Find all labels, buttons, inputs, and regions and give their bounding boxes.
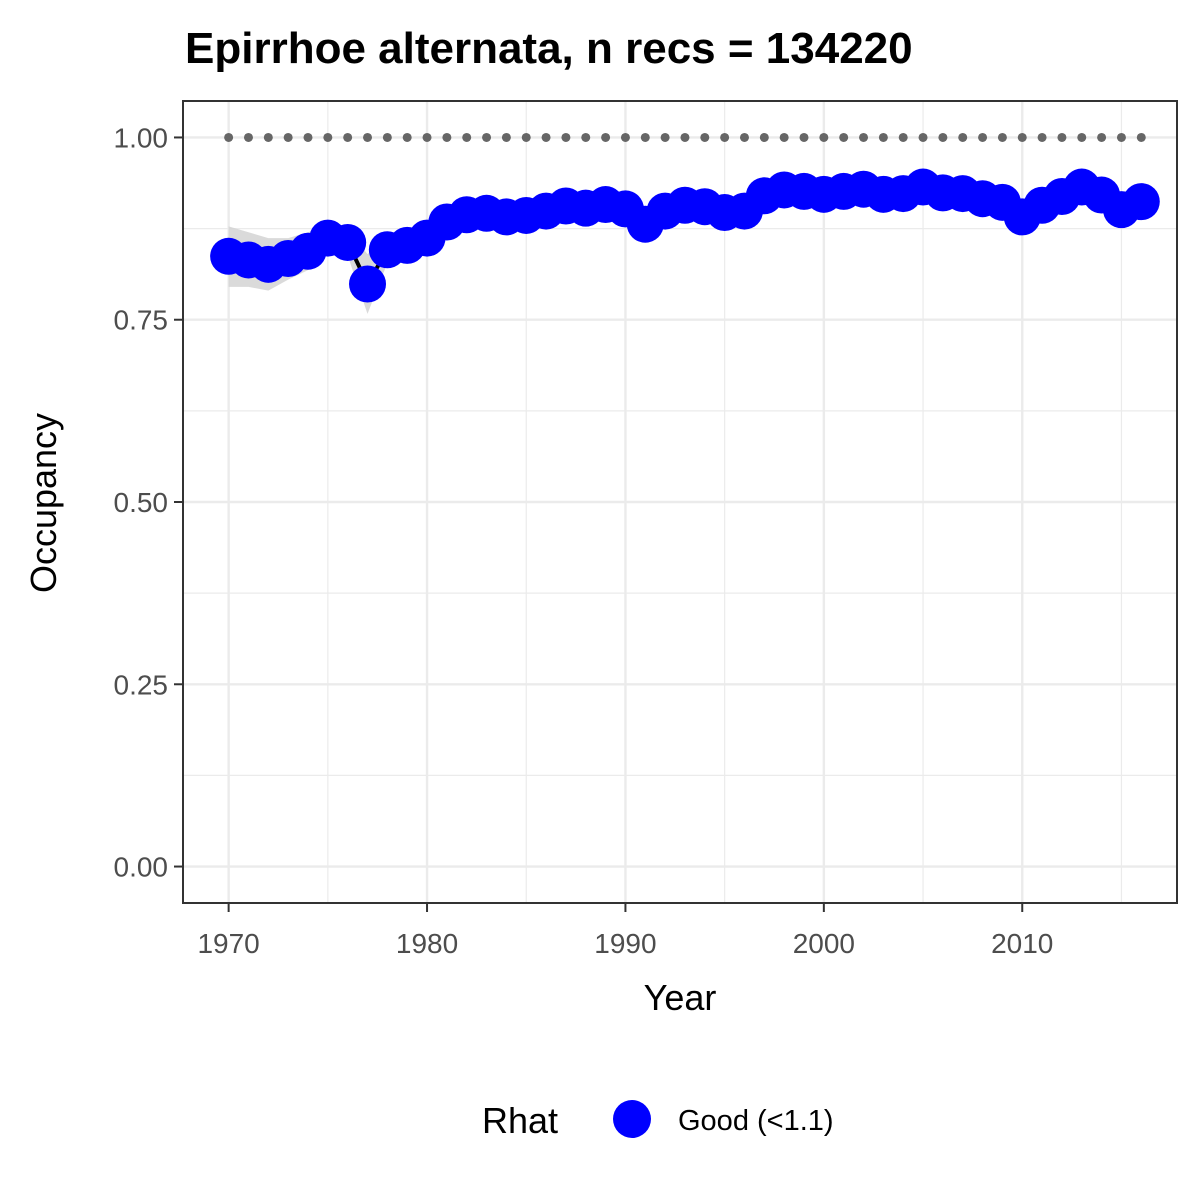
- reference-point: [660, 132, 670, 142]
- legend-label-good: Good (<1.1): [678, 1105, 834, 1137]
- reference-point: [541, 132, 551, 142]
- y-tick-label: 0.25: [114, 669, 169, 700]
- reference-point: [1097, 132, 1107, 142]
- data-points-layer: [210, 168, 1160, 303]
- data-point: [349, 265, 387, 303]
- reference-point: [680, 132, 690, 142]
- reference-point: [958, 132, 968, 142]
- x-tick-label: 2010: [991, 928, 1053, 959]
- reference-point: [323, 132, 333, 142]
- reference-point: [462, 132, 472, 142]
- x-tick-label: 1980: [396, 928, 458, 959]
- data-point: [1122, 183, 1160, 221]
- reference-point: [501, 132, 511, 142]
- chart-title: Epirrhoe alternata, n recs = 134220: [185, 24, 913, 73]
- x-tick-label: 1970: [197, 928, 259, 959]
- reference-point: [581, 132, 591, 142]
- reference-point: [898, 132, 908, 142]
- reference-point: [878, 132, 888, 142]
- reference-point: [402, 132, 412, 142]
- reference-point: [521, 132, 531, 142]
- y-tick-label: 1.00: [114, 122, 169, 153]
- x-axis-title: Year: [644, 977, 717, 1018]
- y-axis-title: Occupancy: [23, 413, 64, 593]
- reference-point: [283, 132, 293, 142]
- reference-point: [224, 132, 234, 142]
- legend-key-good: [613, 1100, 651, 1138]
- reference-point: [1136, 132, 1146, 142]
- reference-point: [640, 132, 650, 142]
- reference-point: [938, 132, 948, 142]
- reference-point: [303, 132, 313, 142]
- legend: Rhat Good (<1.1): [482, 1100, 834, 1141]
- reference-point: [442, 132, 452, 142]
- reference-point: [1077, 132, 1087, 142]
- y-tick-label: 0.50: [114, 487, 169, 518]
- data-point: [329, 223, 367, 261]
- x-tick-label: 2000: [793, 928, 855, 959]
- reference-point: [720, 132, 730, 142]
- reference-point: [819, 132, 829, 142]
- y-tick-label: 0.00: [114, 852, 169, 883]
- y-axis-ticks: 0.00 0.25 0.50 0.75 1.00: [114, 122, 183, 883]
- reference-point: [243, 132, 253, 142]
- reference-point: [978, 132, 988, 142]
- y-tick-label: 0.75: [114, 305, 169, 336]
- reference-point: [1017, 132, 1027, 142]
- legend-title: Rhat: [482, 1100, 558, 1141]
- reference-point: [263, 132, 273, 142]
- x-axis-ticks: 1970 1980 1990 2000 2010: [197, 903, 1053, 959]
- reference-line-layer: [224, 132, 1146, 142]
- reference-point: [859, 132, 869, 142]
- reference-point: [799, 132, 809, 142]
- reference-point: [620, 132, 630, 142]
- reference-point: [779, 132, 789, 142]
- reference-point: [382, 132, 392, 142]
- reference-point: [918, 132, 928, 142]
- reference-point: [1057, 132, 1067, 142]
- reference-point: [700, 132, 710, 142]
- reference-point: [363, 132, 373, 142]
- reference-point: [561, 132, 571, 142]
- reference-point: [343, 132, 353, 142]
- reference-point: [997, 132, 1007, 142]
- reference-point: [739, 132, 749, 142]
- x-tick-label: 1990: [594, 928, 656, 959]
- reference-point: [601, 132, 611, 142]
- reference-point: [839, 132, 849, 142]
- reference-point: [759, 132, 769, 142]
- reference-point: [422, 132, 432, 142]
- reference-point: [1116, 132, 1126, 142]
- reference-point: [1037, 132, 1047, 142]
- reference-point: [482, 132, 492, 142]
